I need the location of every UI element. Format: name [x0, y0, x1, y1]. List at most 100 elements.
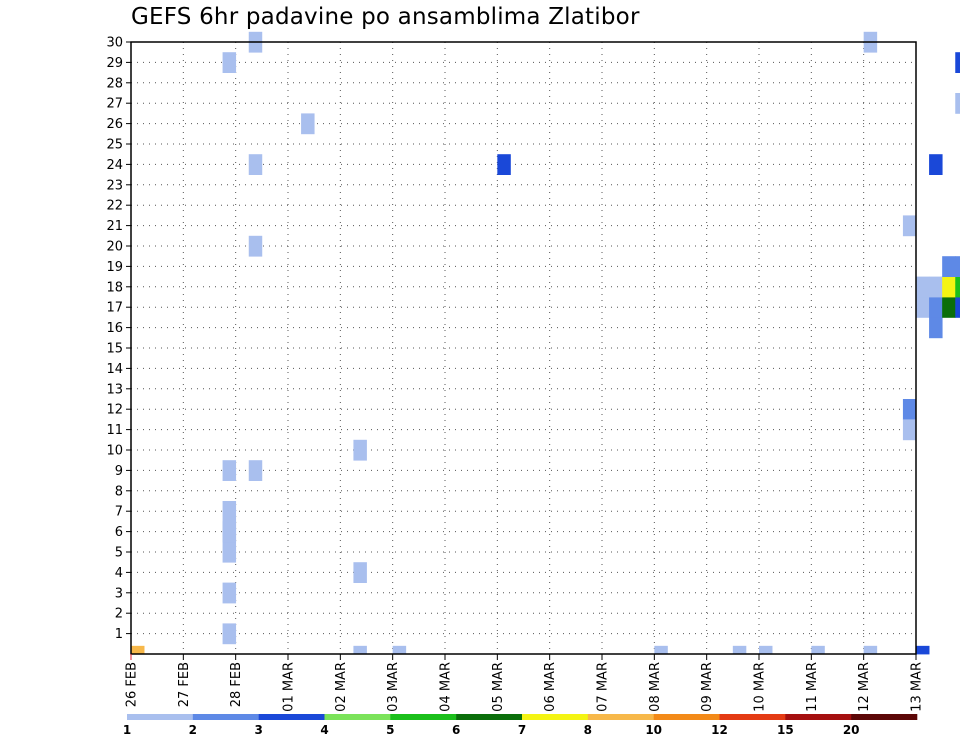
y-tick-label: 3 — [115, 586, 123, 601]
colorbar-label: 12 — [711, 723, 728, 737]
colorbar: 1 2 3 4 5 6 7 8 10 12 15 20 — [123, 714, 918, 737]
heatmap-cell — [222, 52, 237, 73]
heatmap-cell — [353, 439, 367, 461]
colorbar-label: 15 — [777, 723, 794, 737]
colorbar-swatch — [192, 714, 259, 720]
heatmap-cell — [902, 399, 917, 420]
colorbar-swatch — [851, 714, 918, 720]
heatmap-cell — [902, 215, 917, 237]
x-tick-label: 03 MAR — [386, 662, 401, 712]
y-tick-label: 19 — [106, 260, 123, 275]
heatmap-cell — [929, 154, 943, 175]
colorbar-label: 6 — [452, 723, 460, 737]
colorbar-swatch — [719, 714, 786, 720]
y-tick-label: 17 — [106, 301, 123, 316]
y-tick-label: 8 — [115, 484, 123, 499]
colorbar-swatch — [390, 714, 457, 720]
colorbar-swatch — [258, 714, 325, 720]
heatmap-cell — [929, 317, 943, 339]
colorbar-swatch — [653, 714, 720, 720]
colorbar-swatch — [456, 714, 523, 720]
heatmap-cell — [353, 562, 367, 583]
y-tick-label: 28 — [106, 76, 123, 91]
y-tick-label: 13 — [106, 382, 123, 397]
colorbar-swatch — [587, 714, 654, 720]
y-tick-label: 30 — [106, 36, 123, 51]
colorbar-swatch — [324, 714, 391, 720]
colorbar-label: 7 — [518, 723, 526, 737]
heatmap-cell — [248, 154, 263, 175]
y-tick-label: 11 — [106, 423, 123, 438]
heatmap-cell — [916, 645, 930, 655]
heatmap-cell — [955, 276, 960, 298]
heatmap-cell — [955, 93, 960, 114]
colorbar-label: 1 — [123, 723, 131, 737]
x-tick-label: 12 MAR — [857, 662, 872, 712]
y-tick-label: 27 — [106, 97, 123, 112]
heatmap-cell — [955, 256, 960, 277]
y-tick-label: 21 — [106, 219, 123, 234]
y-tick-label: 9 — [115, 464, 123, 479]
x-tick-label: 02 MAR — [334, 662, 349, 712]
y-tick-label: 24 — [106, 158, 123, 173]
heatmap-cell — [942, 297, 956, 318]
y-tick-label: 4 — [115, 566, 123, 581]
y-axis: 1234567891011121314151617181920212223242… — [106, 36, 131, 642]
colorbar-label: 3 — [254, 723, 262, 737]
heatmap-cell — [248, 235, 263, 257]
heatmap-cell — [811, 645, 825, 655]
x-tick-label: 04 MAR — [439, 662, 454, 712]
grid-lines — [131, 42, 916, 654]
colorbar-label: 4 — [320, 723, 328, 737]
x-tick-label: 09 MAR — [700, 662, 715, 712]
colorbar-label: 2 — [189, 723, 197, 737]
heatmap-cell — [222, 521, 237, 543]
colorbar-swatch — [785, 714, 852, 720]
heatmap-cells — [131, 31, 960, 655]
heatmap-cell — [222, 541, 237, 563]
y-tick-label: 16 — [106, 321, 123, 336]
heatmap-cell — [222, 623, 237, 645]
heatmap-cell — [955, 297, 960, 318]
heatmap-cell — [942, 256, 956, 277]
heatmap-cell — [248, 460, 263, 481]
colorbar-label: 5 — [386, 723, 394, 737]
x-tick-label: 13 MAR — [910, 662, 925, 712]
x-tick-label: 01 MAR — [282, 662, 297, 712]
heatmap-cell — [955, 52, 960, 73]
y-tick-label: 6 — [115, 525, 123, 540]
x-tick-label: 11 MAR — [805, 662, 820, 712]
y-tick-label: 7 — [115, 505, 123, 520]
x-tick-label: 10 MAR — [753, 662, 768, 712]
y-tick-label: 12 — [106, 403, 123, 418]
heatmap-cell — [222, 460, 237, 481]
heatmap-cell — [222, 582, 237, 604]
heatmap-cell — [942, 276, 956, 298]
y-tick-label: 5 — [115, 546, 123, 561]
heatmap-cell — [131, 645, 145, 655]
y-tick-label: 10 — [106, 444, 123, 459]
heatmap-cell — [916, 297, 930, 318]
chart-title: GEFS 6hr padavine po ansamblima Zlatibor — [131, 4, 640, 30]
y-tick-label: 29 — [106, 56, 123, 71]
x-axis: 26 FEB 27 FEB 28 FEB 01 MAR 02 MAR 03 MAR 04 M… — [125, 654, 925, 712]
plot-frame — [130, 41, 917, 655]
heatmap-cell — [392, 645, 407, 655]
heatmap-cell — [732, 645, 747, 655]
heatmap-cell — [929, 297, 943, 318]
y-tick-label: 22 — [106, 199, 123, 214]
heatmap-cell — [222, 501, 237, 522]
heatmap-cell — [902, 419, 917, 441]
x-tick-label: 27 FEB — [177, 662, 192, 707]
y-tick-label: 23 — [106, 178, 123, 193]
heatmap-cell — [863, 645, 878, 655]
y-tick-label: 14 — [106, 362, 123, 377]
heatmap-cell — [916, 276, 930, 298]
colorbar-label: 20 — [843, 723, 860, 737]
heatmap-cell — [353, 645, 367, 655]
colorbar-label: 8 — [584, 723, 592, 737]
y-tick-label: 2 — [115, 607, 123, 622]
x-tick-label: 28 FEB — [229, 662, 244, 707]
heatmap-cell — [497, 154, 511, 175]
